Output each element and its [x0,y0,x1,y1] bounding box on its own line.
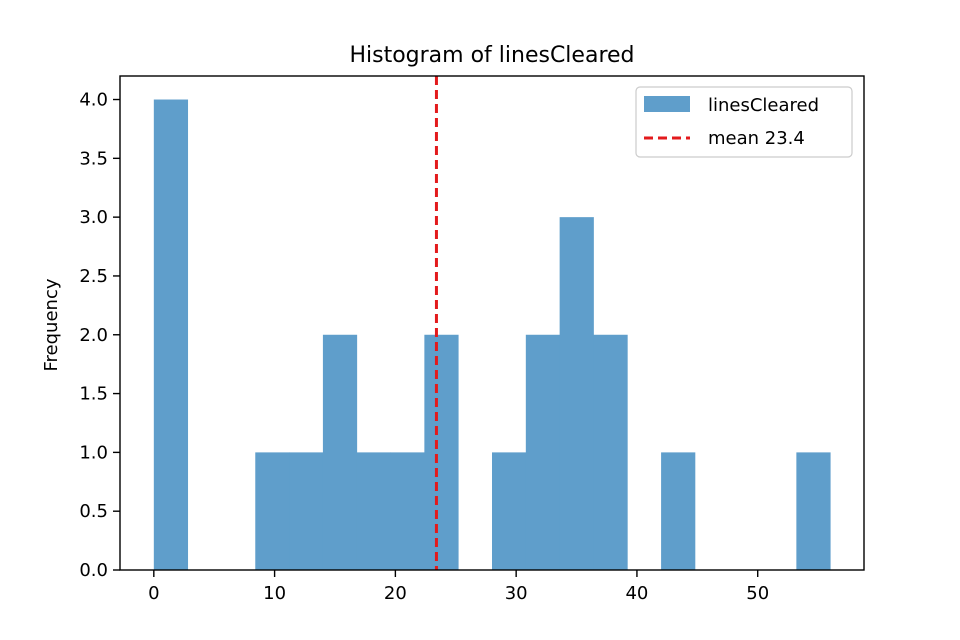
histogram-bar-7 [390,452,425,570]
legend-swatch-histogram [644,96,690,112]
histogram-bar-12 [559,217,594,570]
x-tick-label: 20 [384,583,407,604]
histogram-bar-13 [593,334,628,570]
y-tick-label: 2.0 [79,325,108,346]
x-tick-label: 0 [148,583,159,604]
y-tick-label: 0.0 [79,560,108,581]
y-axis-label: Frequency [41,278,62,371]
histogram-bar-15 [661,452,696,570]
legend: linesCleared mean 23.4 [635,86,853,158]
histogram-bar-8 [424,334,459,570]
histogram-bar-11 [525,334,561,570]
histogram-bar-19 [796,452,831,570]
y-tick-label: 1.0 [79,442,108,463]
plot-frame [119,75,865,571]
histogram-bar-3 [255,452,290,570]
y-tick-label: 2.5 [79,266,108,287]
histogram-bar-4 [289,452,324,570]
legend-label-mean: mean 23.4 [708,128,805,149]
x-axis: 0 10 20 30 40 50 [148,570,769,604]
y-tick-label: 3.5 [79,148,108,169]
y-tick-label: 0.5 [79,501,108,522]
y-axis: 0.0 0.5 1.0 1.5 2.0 2.5 3.0 3.5 4.0 [79,90,120,581]
x-tick-label: 10 [263,583,286,604]
histogram-bar-10 [492,452,527,570]
y-tick-label: 3.0 [79,207,108,228]
bars-group [153,99,831,571]
x-tick-label: 30 [505,583,528,604]
chart-title: Histogram of linesCleared [349,43,634,68]
y-tick-label: 1.5 [79,384,108,405]
histogram-bar-0 [153,99,189,571]
histogram-bar-5 [322,334,358,570]
legend-label-histogram: linesCleared [708,95,819,116]
x-tick-label: 40 [625,583,648,604]
histogram-bar-6 [356,452,391,570]
y-tick-label: 4.0 [79,90,108,111]
x-tick-label: 50 [746,583,769,604]
